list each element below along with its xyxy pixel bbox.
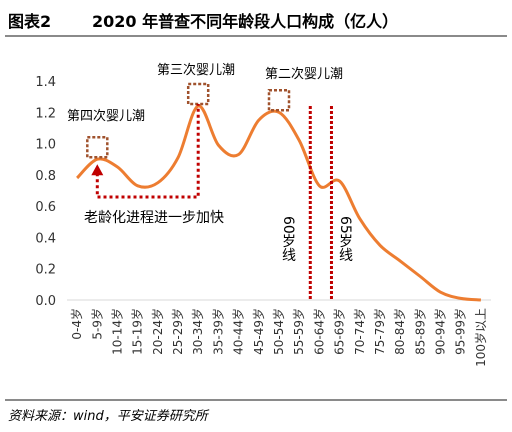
x-tick-label: 35-39岁 — [210, 308, 225, 355]
source-note: 资料来源：wind，平安证券研究所 — [8, 409, 208, 424]
x-tick-label: 65-69岁 — [332, 308, 347, 355]
y-tick-label: 1.0 — [35, 138, 56, 153]
x-tick-label: 85-89岁 — [412, 308, 427, 355]
x-tick-label: 45-49岁 — [251, 308, 266, 355]
boom4-box — [86, 135, 109, 159]
aging-connector — [95, 104, 200, 199]
aging-arrowhead — [91, 164, 104, 176]
boom2-box — [267, 89, 291, 112]
x-tick-label: 55-59岁 — [291, 308, 306, 355]
label-boom4: 第四次婴儿潮 — [67, 108, 145, 124]
x-tick-label: 80-84岁 — [392, 308, 407, 355]
x-tick-label: 100岁以上 — [473, 308, 488, 367]
x-tick-label: 90-94岁 — [433, 308, 448, 355]
label-aging: 老龄化进程进一步加快 — [84, 210, 224, 226]
label-line65: 65岁线 — [337, 216, 353, 262]
x-tick-label: 40-44岁 — [231, 308, 246, 355]
y-tick-label: 0.4 — [35, 231, 56, 246]
y-tick-label: 0.0 — [35, 294, 56, 309]
y-tick-label: 1.4 — [35, 75, 56, 90]
figure-header: 图表2 2020 年普查不同年龄段人口构成（亿人） — [0, 0, 512, 38]
label-boom3: 第三次婴儿潮 — [157, 62, 235, 78]
top-rule — [5, 35, 507, 37]
x-tick-label: 50-54岁 — [271, 308, 286, 355]
x-tick-label: 70-74岁 — [352, 308, 367, 355]
x-tick-label: 95-99岁 — [453, 308, 468, 355]
figure-title: 2020 年普查不同年龄段人口构成（亿人） — [92, 12, 399, 31]
label-boom2: 第二次婴儿潮 — [265, 66, 343, 82]
x-tick-label: 5-9岁 — [89, 308, 104, 340]
x-tick-label: 30-34岁 — [190, 308, 205, 355]
population-chart: 0.0 0.2 0.4 0.6 0.8 1.0 1.2 1.4 0-4岁 5-9岁 10-14岁 15… — [35, 62, 491, 367]
x-tick-label: 0-4岁 — [69, 308, 84, 340]
figure-label: 图表2 — [8, 12, 52, 31]
x-tick-label: 25-29岁 — [170, 308, 185, 355]
x-tick-label: 75-79岁 — [372, 308, 387, 355]
x-tick-label: 10-14岁 — [109, 308, 124, 355]
population-line — [76, 104, 482, 302]
x-tick-label: 20-24岁 — [150, 308, 165, 355]
y-tick-label: 0.8 — [35, 169, 56, 184]
y-tick-label: 0.6 — [35, 200, 56, 215]
y-tick-label: 1.2 — [35, 106, 56, 121]
label-line60: 60岁线 — [280, 216, 296, 262]
boom3-box — [186, 82, 210, 106]
x-tick-label: 60-64岁 — [311, 308, 326, 355]
y-tick-label: 0.2 — [35, 263, 56, 278]
x-tick-label: 15-19岁 — [130, 308, 145, 355]
bottom-rule — [5, 399, 507, 401]
